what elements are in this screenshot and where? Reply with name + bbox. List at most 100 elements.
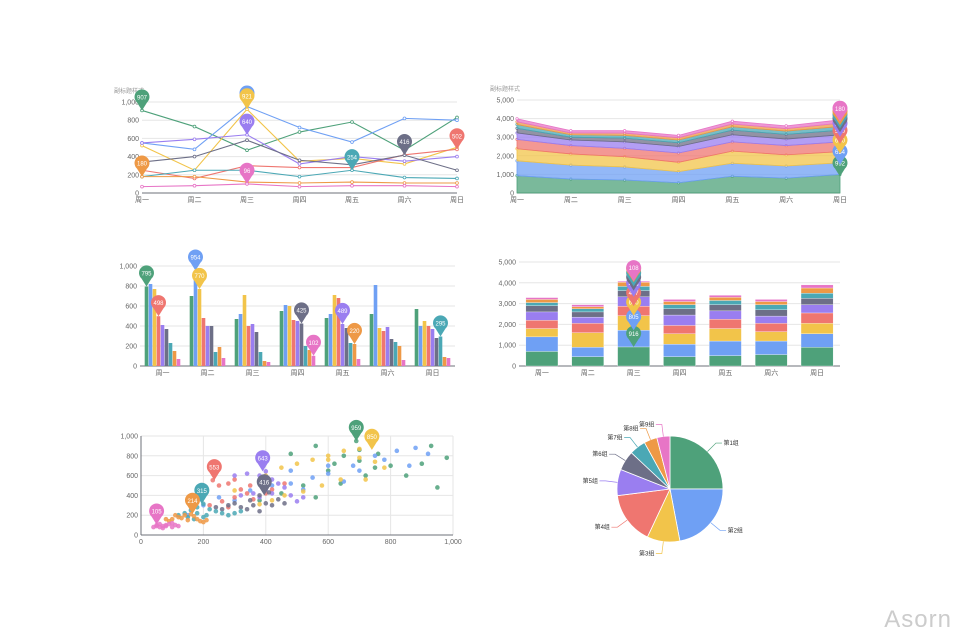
y-tick-label: 400: [126, 493, 138, 500]
stacked-bar-segment: [571, 332, 604, 348]
chart-subtitle: 副标题样式: [114, 87, 144, 95]
data-point: [297, 165, 302, 170]
marker-pin-shape: [255, 450, 271, 472]
bar: [262, 361, 267, 366]
marker-value-label: 553: [209, 465, 220, 471]
stacked-bar-segment: [800, 304, 834, 314]
scatter-point: [279, 465, 284, 470]
bar: [303, 346, 308, 366]
bar: [397, 346, 402, 366]
x-tick-label: 周五: [345, 196, 359, 204]
x-tick-label: 周五: [336, 369, 350, 377]
bar: [160, 325, 165, 366]
y-tick-label: 0: [133, 364, 137, 371]
scatter-point: [207, 506, 212, 512]
data-point: [297, 181, 302, 185]
bar: [307, 350, 312, 366]
bar: [414, 309, 419, 366]
bar: [238, 314, 243, 366]
data-point: [676, 133, 681, 137]
scatter-point: [388, 463, 393, 469]
y-tick-label: 800: [127, 118, 139, 125]
y-tick-label: 200: [125, 344, 137, 351]
marker-value-label: 907: [137, 95, 148, 101]
marker-pin-shape: [832, 143, 848, 165]
marker-value-label: 959: [351, 426, 362, 432]
scatter-point: [232, 501, 237, 506]
scatter-point: [372, 453, 378, 459]
marker-value-label: 416: [399, 140, 410, 146]
marker-pin: 850: [364, 428, 380, 450]
stacked-bar-segment: [755, 299, 788, 302]
marker-pin: 916: [626, 325, 642, 347]
y-tick-label: 0: [510, 191, 514, 198]
scatter-point: [257, 508, 262, 514]
marker-pin-shape: [832, 100, 848, 122]
y-tick-label: 800: [126, 453, 138, 460]
scatter-point: [154, 523, 159, 529]
x-tick-label: 周六: [398, 195, 412, 204]
scatter-point: [219, 506, 225, 512]
marker-pin: 214: [184, 492, 200, 514]
marker-pin: 795: [139, 265, 154, 287]
stacked-bar-segment: [663, 308, 696, 316]
x-tick-label: 周二: [581, 369, 595, 377]
scatter-point: [163, 516, 169, 522]
marker-pin-shape: [134, 155, 150, 177]
bar: [324, 318, 329, 366]
x-tick-label: 600: [322, 539, 334, 546]
x-tick-label: 周三: [627, 369, 641, 377]
stacked-bar-segment: [571, 356, 604, 367]
bar: [250, 324, 255, 366]
stacked-bar-segment: [571, 304, 604, 307]
y-tick-label: 800: [125, 284, 137, 291]
scatter-point: [382, 457, 387, 463]
bar: [356, 359, 361, 366]
scatter-point: [204, 512, 209, 518]
bar: [373, 285, 378, 366]
stacked-bar-segment: [709, 304, 742, 312]
data-point: [245, 138, 249, 143]
stacked-bar-segment: [755, 340, 788, 355]
stacked-bar-segment: [525, 297, 559, 300]
scatter-point: [372, 465, 378, 470]
marker-value-label: 502: [452, 134, 463, 140]
stacked-bar-segment: [800, 287, 834, 294]
pie-label-line: [655, 541, 664, 554]
marker-pin-shape: [149, 503, 165, 525]
stacked-bar-segment: [709, 297, 742, 301]
scatter-point: [176, 523, 181, 529]
scatter-point: [251, 503, 256, 508]
bar: [205, 326, 210, 366]
marker-pin-shape: [256, 474, 272, 496]
marker-pin: 954: [188, 249, 204, 271]
scatter-point: [204, 517, 209, 523]
bar: [332, 295, 337, 366]
scatter-point: [269, 498, 275, 503]
scatter-point: [179, 515, 184, 521]
marker-value-label: 498: [153, 301, 164, 307]
stacked-bar-segment: [800, 293, 834, 299]
pie-slice-label: 第3组: [639, 549, 654, 557]
x-tick-label: 周日: [833, 196, 847, 204]
bar: [426, 326, 431, 366]
x-tick-label: 周三: [246, 369, 260, 377]
bar: [172, 351, 177, 366]
scatter-chart: 0 200 400 600 800 1,000 0 200 400 600 800 1,000 959 8…: [120, 419, 462, 546]
bar: [217, 347, 222, 366]
pie-slice-label: 第5组: [583, 477, 598, 485]
marker-value-label: 916: [629, 332, 640, 338]
scatter-point: [338, 477, 343, 482]
marker-pin-shape: [344, 149, 360, 171]
scatter-point: [244, 506, 250, 512]
y-tick-label: 3,000: [496, 135, 514, 142]
bar: [328, 314, 333, 366]
scatter-point: [226, 503, 231, 508]
y-tick-label: 1,000: [119, 264, 137, 271]
bar: [401, 360, 406, 366]
scatter-point: [226, 512, 231, 518]
stacked-bar-segment: [571, 347, 604, 357]
pie-label-line: [655, 424, 664, 437]
x-tick-label: 周一: [535, 369, 549, 377]
